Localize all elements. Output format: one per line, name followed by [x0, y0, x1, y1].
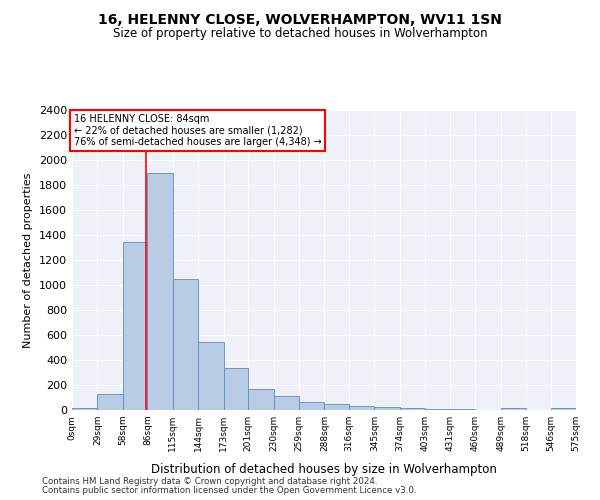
Bar	[349, 406, 374, 410]
Bar	[425, 409, 450, 410]
Bar	[248, 389, 274, 410]
Y-axis label: Number of detached properties: Number of detached properties	[23, 172, 34, 348]
Bar	[274, 396, 299, 410]
Bar	[400, 408, 425, 410]
Text: Size of property relative to detached houses in Wolverhampton: Size of property relative to detached ho…	[113, 28, 487, 40]
Bar	[374, 407, 400, 410]
Text: 16, HELENNY CLOSE, WOLVERHAMPTON, WV11 1SN: 16, HELENNY CLOSE, WOLVERHAMPTON, WV11 1…	[98, 12, 502, 26]
Bar	[123, 242, 148, 410]
Bar	[72, 408, 97, 410]
Bar	[97, 394, 123, 410]
Bar	[224, 368, 248, 410]
Text: Contains HM Land Registry data © Crown copyright and database right 2024.: Contains HM Land Registry data © Crown c…	[42, 477, 377, 486]
Text: Distribution of detached houses by size in Wolverhampton: Distribution of detached houses by size …	[151, 462, 497, 475]
Bar	[299, 402, 325, 410]
Text: 16 HELENNY CLOSE: 84sqm
← 22% of detached houses are smaller (1,282)
76% of semi: 16 HELENNY CLOSE: 84sqm ← 22% of detache…	[74, 114, 322, 147]
Bar	[148, 172, 173, 410]
Bar	[551, 408, 576, 410]
Bar	[173, 280, 198, 410]
Bar	[325, 404, 349, 410]
Text: Contains public sector information licensed under the Open Government Licence v3: Contains public sector information licen…	[42, 486, 416, 495]
Bar	[198, 342, 224, 410]
Bar	[500, 408, 526, 410]
